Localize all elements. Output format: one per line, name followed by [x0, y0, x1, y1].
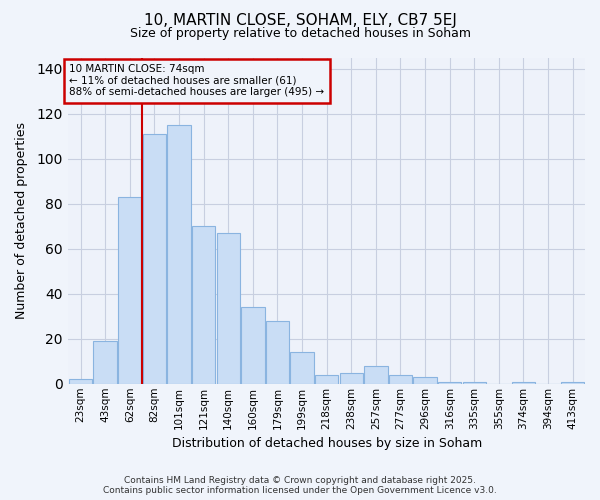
X-axis label: Distribution of detached houses by size in Soham: Distribution of detached houses by size …: [172, 437, 482, 450]
Bar: [561, 382, 584, 384]
Bar: [217, 233, 240, 384]
Bar: [167, 125, 191, 384]
Bar: [69, 380, 92, 384]
Text: Contains HM Land Registry data © Crown copyright and database right 2025.
Contai: Contains HM Land Registry data © Crown c…: [103, 476, 497, 495]
Bar: [389, 375, 412, 384]
Text: 10 MARTIN CLOSE: 74sqm
← 11% of detached houses are smaller (61)
88% of semi-det: 10 MARTIN CLOSE: 74sqm ← 11% of detached…: [70, 64, 325, 98]
Bar: [315, 375, 338, 384]
Bar: [143, 134, 166, 384]
Y-axis label: Number of detached properties: Number of detached properties: [15, 122, 28, 319]
Bar: [364, 366, 388, 384]
Bar: [463, 382, 486, 384]
Bar: [512, 382, 535, 384]
Bar: [94, 341, 117, 384]
Bar: [192, 226, 215, 384]
Bar: [241, 308, 265, 384]
Text: 10, MARTIN CLOSE, SOHAM, ELY, CB7 5EJ: 10, MARTIN CLOSE, SOHAM, ELY, CB7 5EJ: [143, 12, 457, 28]
Bar: [438, 382, 461, 384]
Text: Size of property relative to detached houses in Soham: Size of property relative to detached ho…: [130, 28, 470, 40]
Bar: [413, 377, 437, 384]
Bar: [340, 372, 363, 384]
Bar: [290, 352, 314, 384]
Bar: [118, 197, 142, 384]
Bar: [266, 321, 289, 384]
